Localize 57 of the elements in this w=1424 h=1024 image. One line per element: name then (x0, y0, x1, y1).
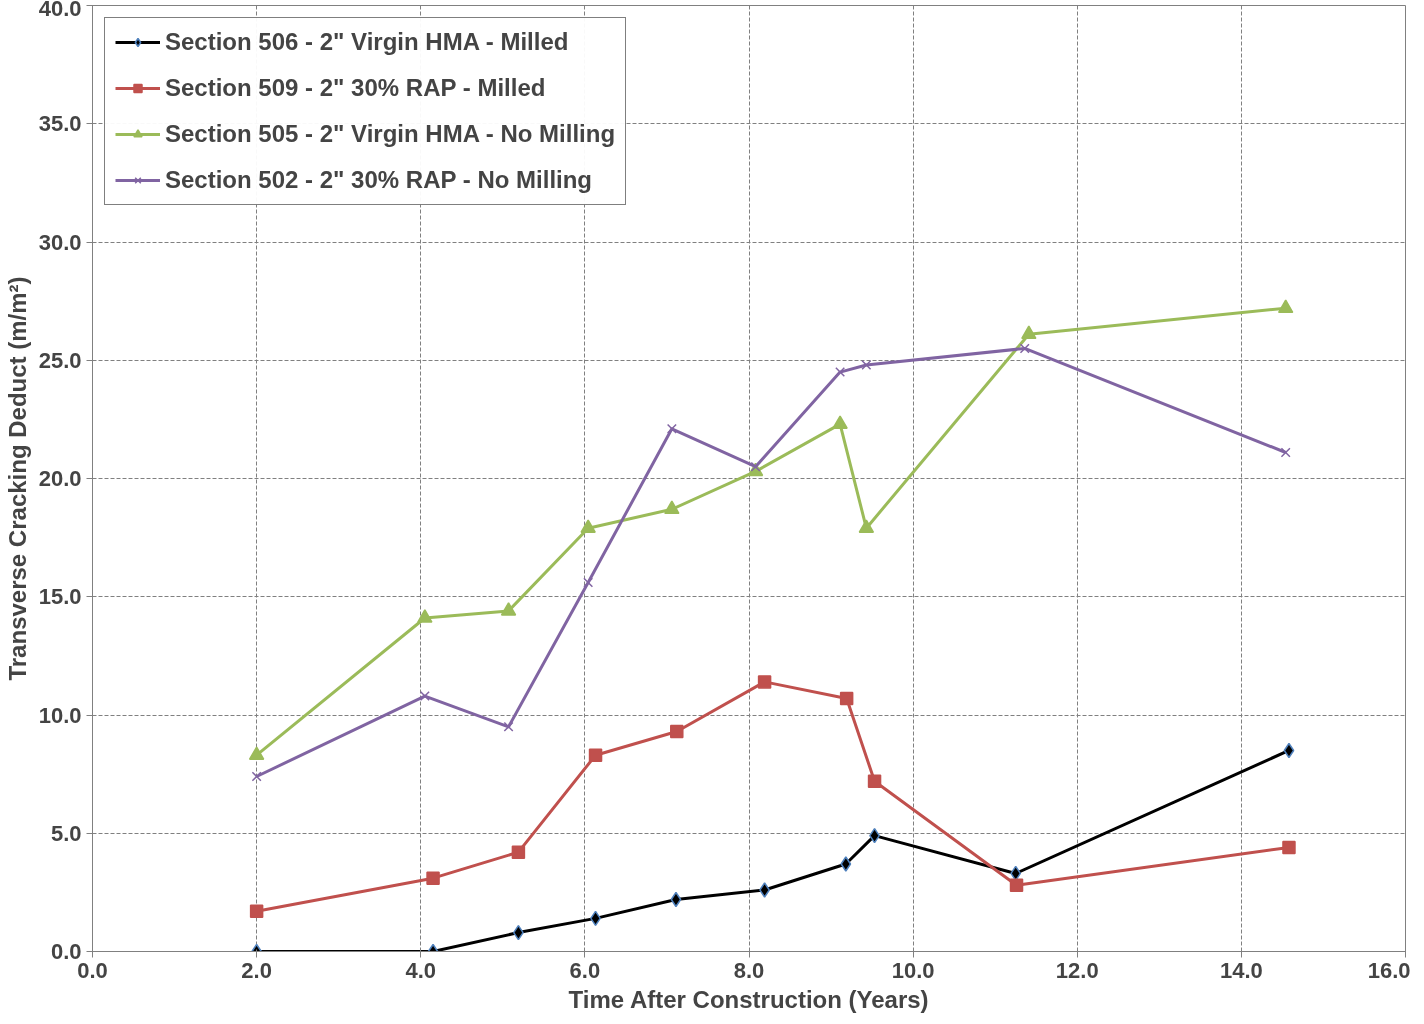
legend-label: Section 502 - 2" 30% RAP - No Milling (165, 166, 593, 194)
point (251, 771, 262, 782)
point (512, 924, 524, 941)
x-tick-label: 2.0 (241, 957, 272, 983)
x-tick-label: 14.0 (1219, 957, 1263, 983)
point (580, 519, 596, 533)
y-tick-label: 25.0 (38, 347, 82, 373)
point (840, 856, 852, 872)
point (249, 904, 264, 919)
y-axis-title: Transverse Cracking Deduct (m/m²) (3, 276, 31, 681)
point (1277, 299, 1294, 314)
point (1282, 840, 1296, 855)
point (1009, 878, 1024, 893)
x-tick-label: 16.0 (1367, 957, 1411, 983)
point (419, 691, 430, 702)
point (670, 891, 682, 908)
x-tick-label: 12.0 (1055, 957, 1099, 983)
legend-label: Section 505 - 2" Virgin HMA - No Milling (165, 120, 616, 148)
point (503, 721, 514, 732)
point (757, 675, 772, 689)
y-tick-label: 5.0 (50, 820, 82, 846)
point (664, 500, 680, 515)
point (861, 359, 872, 370)
point (832, 415, 848, 429)
point (511, 845, 526, 859)
point (1280, 447, 1291, 458)
y-tick-label: 35.0 (38, 111, 82, 137)
point (1019, 343, 1030, 354)
x-tick-label: 6.0 (569, 957, 601, 983)
x-axis-title: Time After Construction (Years) (568, 985, 929, 1013)
point (417, 609, 433, 623)
point (1021, 325, 1037, 340)
y-tick-label: 15.0 (38, 584, 82, 610)
point (670, 724, 684, 739)
point (835, 367, 846, 378)
point (1283, 742, 1295, 759)
x-tick-label: 10.0 (891, 957, 935, 983)
point (666, 423, 677, 434)
point (867, 774, 882, 788)
point (759, 882, 771, 898)
y-tick-label: 10.0 (38, 702, 82, 728)
y-tick-label: 20.0 (38, 466, 82, 491)
point (248, 746, 265, 760)
point (583, 577, 594, 588)
point (858, 519, 875, 533)
point (426, 871, 440, 885)
legend-label: Section 506 - 2" Virgin HMA - Milled (165, 28, 569, 56)
legend-label: Section 509 - 2" 30% RAP - Milled (165, 74, 546, 102)
point (588, 748, 603, 762)
x-tick-label: 8.0 (733, 957, 765, 983)
x-tick-label: 4.0 (405, 957, 437, 983)
y-tick-label: 0.0 (50, 939, 82, 964)
y-tick-label: 30.0 (38, 229, 82, 255)
y-tick-label: 40.0 (38, 0, 82, 21)
point (750, 461, 761, 472)
point (500, 602, 517, 616)
point (839, 691, 854, 706)
